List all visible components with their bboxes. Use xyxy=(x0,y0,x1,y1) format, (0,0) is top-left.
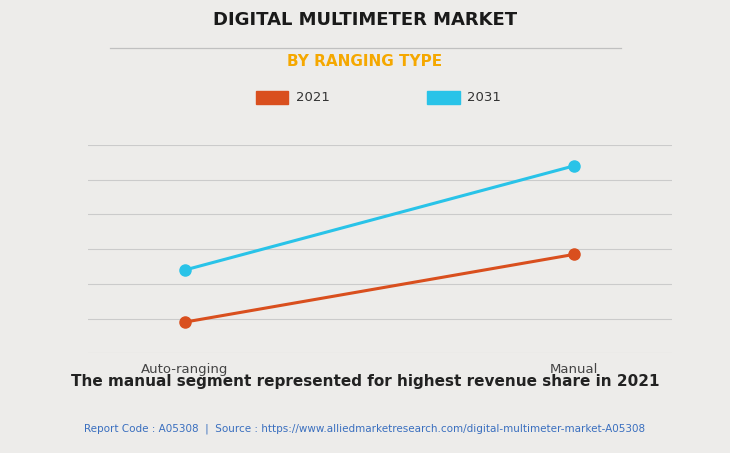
Text: Report Code : A05308  |  Source : https://www.alliedmarketresearch.com/digital-m: Report Code : A05308 | Source : https://… xyxy=(85,424,645,434)
Text: 2031: 2031 xyxy=(467,91,501,104)
Text: BY RANGING TYPE: BY RANGING TYPE xyxy=(288,54,442,69)
Text: The manual segment represented for highest revenue share in 2021: The manual segment represented for highe… xyxy=(71,374,659,389)
Text: DIGITAL MULTIMETER MARKET: DIGITAL MULTIMETER MARKET xyxy=(213,11,517,29)
Text: 2021: 2021 xyxy=(296,91,329,104)
